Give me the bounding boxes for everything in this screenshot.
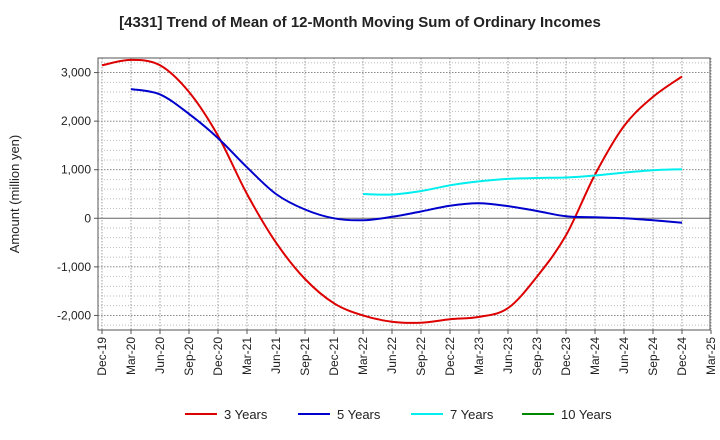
y-tick-label: 1,000 bbox=[61, 163, 91, 177]
x-tick-label: Dec-23 bbox=[559, 337, 573, 376]
x-tick-label: Mar-24 bbox=[588, 337, 602, 375]
x-tick-label: Dec-19 bbox=[95, 337, 109, 376]
x-tick-label: Sep-21 bbox=[298, 337, 312, 376]
x-tick-label: Dec-21 bbox=[327, 337, 341, 376]
x-tick-label: Mar-25 bbox=[704, 337, 718, 375]
legend-label: 7 Years bbox=[450, 407, 494, 422]
x-tick-label: Sep-24 bbox=[646, 337, 660, 376]
series-line-5-years bbox=[130, 88, 683, 224]
y-tick-label: 0 bbox=[84, 211, 91, 225]
y-tick-label: 3,000 bbox=[61, 66, 91, 80]
x-tick-label: Mar-23 bbox=[472, 337, 486, 375]
x-tick-label: Mar-21 bbox=[240, 337, 254, 375]
x-tick-label: Dec-22 bbox=[443, 337, 457, 376]
legend-label: 10 Years bbox=[561, 407, 612, 422]
x-axis-ticks: Dec-19 Mar-20 Jun-20 Sep-20 Dec-20 Mar-21 Jun-… bbox=[95, 330, 718, 376]
x-tick-label: Mar-22 bbox=[356, 337, 370, 375]
x-tick-label: Jun-23 bbox=[501, 337, 515, 374]
y-tick-label: 2,000 bbox=[61, 114, 91, 128]
x-tick-label: Sep-20 bbox=[182, 337, 196, 376]
y-tick-label: -1,000 bbox=[57, 260, 91, 274]
x-tick-label: Jun-21 bbox=[269, 337, 283, 374]
x-tick-label: Sep-22 bbox=[414, 337, 428, 376]
legend-label: 5 Years bbox=[337, 407, 381, 422]
x-tick-label: Mar-20 bbox=[124, 337, 138, 375]
series-line-3-years bbox=[101, 58, 683, 324]
x-tick-label: Jun-22 bbox=[385, 337, 399, 374]
x-tick-label: Sep-23 bbox=[530, 337, 544, 376]
y-tick-label: -2,000 bbox=[57, 308, 91, 322]
legend: 3 Years 5 Years 7 Years 10 Years bbox=[185, 407, 612, 422]
series-line-7-years bbox=[362, 168, 683, 196]
y-axis-label: Amount (million yen) bbox=[7, 135, 22, 254]
plot-border bbox=[97, 57, 711, 331]
x-tick-label: Jun-24 bbox=[617, 337, 631, 374]
x-tick-label: Jun-20 bbox=[153, 337, 167, 374]
chart-title: [4331] Trend of Mean of 12-Month Moving … bbox=[119, 14, 601, 31]
x-tick-label: Dec-20 bbox=[211, 337, 225, 376]
y-axis-ticks: 3,000 2,000 1,000 0 -1,000 -2,000 bbox=[57, 66, 98, 322]
series-lines bbox=[101, 58, 683, 324]
legend-label: 3 Years bbox=[224, 407, 268, 422]
x-tick-label: Dec-24 bbox=[675, 337, 689, 376]
